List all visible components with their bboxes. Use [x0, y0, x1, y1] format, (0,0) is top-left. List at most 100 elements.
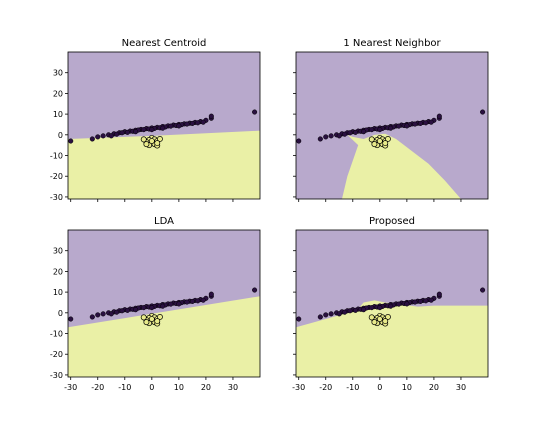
data-point-upper-class — [388, 125, 394, 131]
data-point-upper-class — [200, 119, 206, 125]
data-point-lower-class — [382, 140, 389, 147]
data-point-upper-class — [347, 130, 353, 136]
data-point-lower-class — [368, 136, 375, 143]
y-tick-label: 10 — [53, 110, 63, 119]
y-tick-label: -20 — [50, 350, 63, 359]
data-point-upper-class — [141, 127, 147, 133]
data-point-upper-class — [328, 133, 334, 139]
decision-region-lower — [68, 130, 260, 199]
data-point-upper-class — [377, 127, 383, 133]
data-point-upper-class — [347, 308, 353, 314]
data-point-upper-class — [100, 133, 106, 139]
axes-frame — [295, 229, 489, 378]
data-point-upper-class — [114, 131, 120, 137]
data-point-upper-class — [133, 129, 139, 135]
x-tick-label: -20 — [91, 383, 104, 392]
data-point-upper-class — [361, 307, 367, 313]
decision-region-lower — [68, 296, 260, 377]
subplot-title: 1 Nearest Neighbor — [343, 38, 441, 49]
data-point-upper-class — [342, 131, 348, 137]
data-point-upper-class — [160, 125, 166, 131]
y-tick-label: -20 — [50, 172, 63, 181]
data-point-upper-class — [184, 121, 190, 127]
data-point-upper-class — [195, 120, 201, 126]
data-point-upper-class — [68, 138, 74, 144]
data-point-upper-class — [317, 314, 323, 320]
data-point-upper-class — [189, 120, 195, 126]
x-tick-label: 30 — [228, 383, 238, 392]
data-point-upper-class — [95, 134, 101, 140]
subplot-1: Nearest Centroid -30 -20 -10 0 10 20 30 — [50, 38, 261, 202]
data-point-upper-class — [328, 311, 334, 317]
data-point-lower-class — [143, 141, 150, 148]
data-point-upper-class — [436, 291, 442, 297]
data-point-lower-class — [368, 314, 375, 321]
data-point-upper-class — [361, 129, 367, 135]
data-point-upper-class — [124, 307, 131, 313]
data-point-lower-class — [140, 136, 147, 143]
data-point-upper-class — [323, 134, 329, 140]
data-point-upper-class — [336, 311, 342, 317]
subplot-4: Proposed -30 -20 -10 0 10 20 30 — [292, 216, 489, 392]
x-tick-label: 0 — [149, 383, 154, 392]
data-point-lower-class — [382, 318, 389, 325]
x-tick-label: -20 — [319, 383, 332, 392]
data-point-lower-class — [376, 316, 383, 322]
data-point-upper-class — [412, 299, 418, 305]
subplot-title: Nearest Centroid — [122, 38, 207, 49]
data-point-lower-class — [148, 138, 155, 144]
y-tick-label: 30 — [53, 247, 63, 256]
subplot-title: LDA — [154, 216, 174, 227]
data-point-upper-class — [252, 287, 258, 293]
data-point-lower-class — [376, 138, 383, 144]
y-tick-label: 0 — [58, 131, 63, 140]
x-tick-label: 0 — [377, 383, 382, 392]
data-point-lower-class — [156, 314, 163, 320]
y-tick-label: -10 — [50, 152, 63, 161]
subplot-2: 1 Nearest Neighbor — [293, 38, 489, 202]
y-tick-label: -30 — [50, 371, 63, 380]
data-point-upper-class — [124, 129, 131, 135]
axes-frame — [67, 229, 261, 378]
data-point-upper-class — [208, 113, 214, 119]
data-point-lower-class — [154, 318, 161, 325]
data-point-upper-class — [428, 119, 434, 125]
data-point-upper-class — [89, 136, 95, 142]
data-point-lower-class — [384, 314, 391, 320]
data-point-upper-class — [176, 123, 182, 129]
x-tick-label: 10 — [402, 383, 412, 392]
y-tick-label: 20 — [53, 89, 63, 98]
x-tick-label: 20 — [429, 383, 439, 392]
subplot-3: LDA -30 -20 -10 0 10 20 30 -30 -20 -10 0 10 20 30 — [50, 216, 261, 392]
data-point-upper-class — [119, 130, 125, 136]
data-point-lower-class — [156, 136, 163, 142]
data-point-upper-class — [388, 303, 394, 309]
data-point-upper-class — [296, 316, 302, 322]
data-point-upper-class — [114, 309, 120, 315]
data-point-upper-class — [208, 291, 214, 297]
data-point-lower-class — [371, 141, 378, 148]
data-point-upper-class — [480, 287, 486, 293]
data-point-upper-class — [369, 305, 375, 311]
data-point-upper-class — [352, 129, 359, 135]
data-point-lower-class — [148, 316, 155, 322]
data-point-upper-class — [95, 312, 101, 318]
data-point-upper-class — [396, 301, 402, 307]
data-point-lower-class — [140, 314, 147, 321]
data-point-upper-class — [108, 133, 114, 139]
data-point-upper-class — [396, 123, 402, 129]
axes-frame — [67, 51, 261, 200]
data-point-upper-class — [352, 307, 359, 313]
x-tick-label: 30 — [456, 383, 466, 392]
x-tick-label: -10 — [118, 383, 131, 392]
data-point-upper-class — [100, 311, 106, 317]
data-point-upper-class — [369, 127, 375, 133]
axes-frame — [295, 51, 489, 200]
data-point-upper-class — [195, 298, 201, 304]
data-point-upper-class — [317, 136, 323, 142]
data-point-upper-class — [423, 298, 429, 304]
data-point-upper-class — [428, 297, 434, 303]
data-point-upper-class — [417, 298, 423, 304]
data-point-upper-class — [423, 120, 429, 126]
